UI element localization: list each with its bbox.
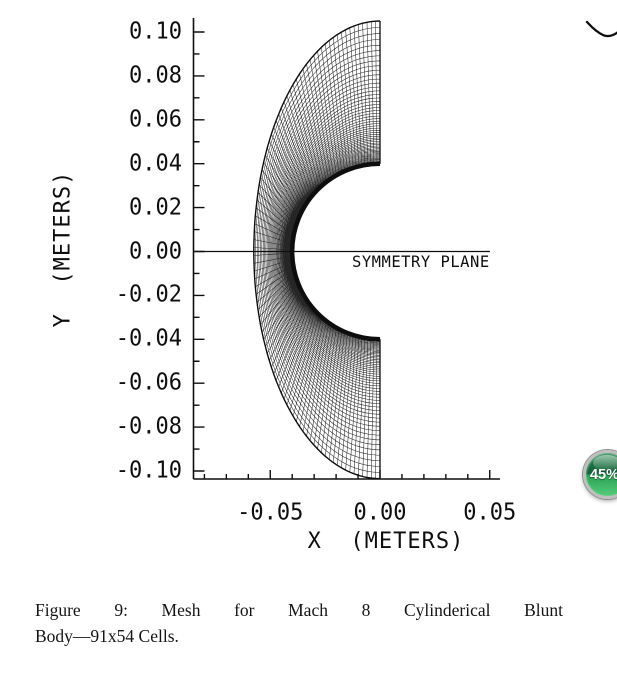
y-tick-label: 0.06	[129, 106, 182, 133]
shock-outer-boundary	[253, 20, 381, 480]
y-tick-label: 0.10	[129, 18, 182, 45]
mesh-plot-svg	[192, 18, 617, 480]
symmetry-plane-annotation: SYMMETRY PLANE	[352, 252, 490, 272]
x-axis-ticks	[203, 470, 491, 479]
x-tick-label: -0.05	[237, 499, 304, 526]
y-tick-label: 0.08	[129, 62, 182, 89]
pen-mark	[585, 20, 617, 38]
mesh-grid	[253, 21, 381, 479]
x-tick-label: 0.00	[353, 499, 407, 526]
y-tick-label: -0.10	[115, 457, 182, 484]
y-tick-label: -0.06	[115, 369, 182, 396]
y-tick-label: 0.04	[129, 150, 182, 177]
x-axis-title: X (METERS)	[307, 529, 465, 554]
y-axis-ticks	[193, 31, 205, 472]
figure-9-plot: 0.10 0.08 0.06 0.04 0.02 0.00 -0.02 -0.04 -0.06 -…	[50, 18, 617, 554]
y-axis-title: Y (METERS)	[50, 170, 76, 328]
y-tick-label: 0.00	[129, 237, 182, 265]
figure-caption-line1: Figure 9: Mesh for Mach 8 Cylinderical B…	[35, 600, 563, 620]
blunt-body-surface	[289, 161, 381, 342]
figure-caption-line2: Body—91x54 Cells.	[35, 626, 179, 646]
y-tick-label: 0.02	[129, 193, 182, 221]
figure-caption: Figure 9: Mesh for Mach 8 Cylinderical B…	[35, 597, 563, 649]
progress-badge-label: 45%	[589, 466, 617, 483]
y-tick-label: -0.04	[115, 325, 182, 352]
x-tick-label: 0.05	[463, 499, 517, 526]
y-tick-label: -0.08	[115, 413, 182, 440]
y-tick-label: -0.02	[115, 281, 182, 308]
